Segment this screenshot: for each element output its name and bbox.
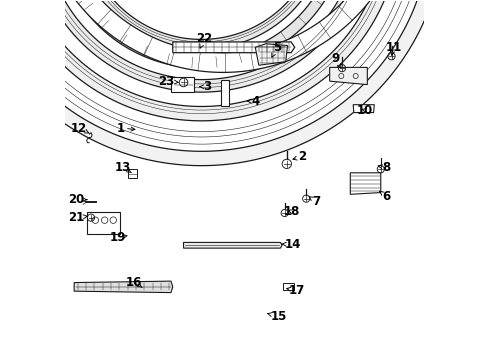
Polygon shape bbox=[349, 173, 380, 194]
Polygon shape bbox=[283, 283, 293, 291]
Text: 11: 11 bbox=[385, 41, 401, 55]
Text: 7: 7 bbox=[308, 195, 320, 208]
Text: 2: 2 bbox=[292, 150, 305, 163]
Polygon shape bbox=[171, 77, 194, 92]
Polygon shape bbox=[183, 242, 282, 248]
Text: 5: 5 bbox=[271, 41, 280, 57]
Text: 17: 17 bbox=[286, 284, 304, 297]
Text: 16: 16 bbox=[125, 276, 142, 289]
Text: 14: 14 bbox=[281, 238, 301, 251]
Polygon shape bbox=[128, 169, 137, 178]
Polygon shape bbox=[0, 0, 432, 166]
Polygon shape bbox=[71, 0, 335, 68]
Text: 1: 1 bbox=[117, 122, 135, 135]
Polygon shape bbox=[255, 44, 287, 65]
Text: 10: 10 bbox=[356, 104, 372, 117]
Polygon shape bbox=[50, 0, 395, 72]
Text: 20: 20 bbox=[68, 193, 87, 206]
Polygon shape bbox=[221, 80, 228, 107]
Text: 15: 15 bbox=[267, 310, 286, 323]
Text: 22: 22 bbox=[196, 32, 212, 48]
Text: 19: 19 bbox=[110, 231, 127, 244]
Text: 18: 18 bbox=[283, 205, 300, 218]
Text: 4: 4 bbox=[247, 95, 259, 108]
Text: 12: 12 bbox=[71, 122, 89, 135]
Polygon shape bbox=[15, 0, 390, 121]
Text: 3: 3 bbox=[199, 80, 210, 93]
Text: 23: 23 bbox=[158, 75, 178, 88]
Polygon shape bbox=[172, 42, 294, 53]
Polygon shape bbox=[74, 281, 172, 293]
Polygon shape bbox=[91, 0, 316, 49]
Polygon shape bbox=[87, 212, 120, 234]
Text: 9: 9 bbox=[331, 51, 340, 68]
Text: 21: 21 bbox=[68, 211, 87, 224]
Polygon shape bbox=[352, 105, 373, 113]
Text: 6: 6 bbox=[379, 190, 389, 203]
Text: 8: 8 bbox=[377, 161, 389, 174]
Polygon shape bbox=[44, 0, 361, 92]
Polygon shape bbox=[329, 67, 366, 85]
Text: 13: 13 bbox=[115, 161, 131, 174]
